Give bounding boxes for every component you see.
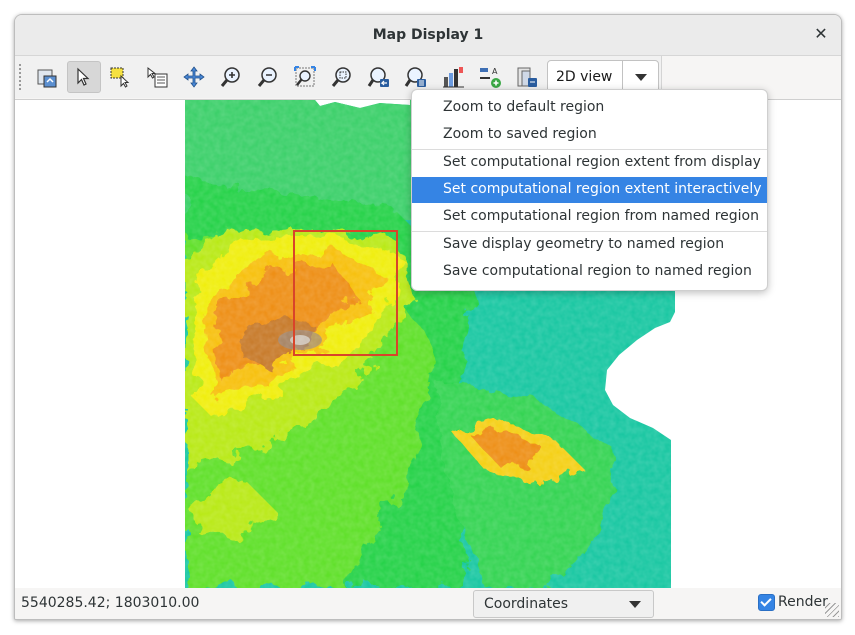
svg-text:A: A [492, 67, 498, 76]
zoom-back-icon[interactable] [363, 62, 395, 92]
chevron-down-icon[interactable] [622, 61, 658, 93]
menu-item-label: Save display geometry to named region [443, 236, 725, 252]
query-icon[interactable] [141, 62, 173, 92]
menu-item-label: Zoom to saved region [443, 126, 597, 142]
save-image-icon[interactable] [511, 62, 543, 92]
menu-item-save-computational-region[interactable]: Save computational region to named regio… [412, 259, 767, 285]
pointer-icon[interactable] [67, 61, 101, 93]
map-display-window: Map Display 1 ✕ [14, 14, 842, 620]
select-icon[interactable] [104, 62, 136, 92]
zoom-interactive-icon[interactable] [326, 62, 358, 92]
menu-item-set-region-from-named[interactable]: Set computational region from named regi… [412, 204, 767, 230]
menu-separator [412, 149, 767, 150]
zoom-extent-icon[interactable] [289, 62, 321, 92]
status-bar: 5540285.42; 1803010.00 Coordinates Rende… [15, 588, 841, 619]
decoration-icon[interactable]: A [474, 62, 506, 92]
menu-separator [412, 231, 767, 232]
zoom-in-icon[interactable] [215, 62, 247, 92]
zoom-menu-icon[interactable] [400, 62, 432, 92]
view-mode-select[interactable]: 2D view [547, 60, 659, 94]
zoom-out-icon[interactable] [252, 62, 284, 92]
statusbar-mode-select[interactable]: Coordinates [473, 590, 654, 618]
analyze-icon[interactable] [437, 62, 469, 92]
menu-item-label: Save computational region to named regio… [443, 263, 752, 279]
window-title: Map Display 1 [372, 27, 484, 43]
menu-item-zoom-default-region[interactable]: Zoom to default region [412, 95, 767, 121]
menu-item-label: Set computational region extent from dis… [443, 154, 761, 170]
title-bar[interactable]: Map Display 1 ✕ [15, 15, 841, 56]
resize-grip[interactable] [825, 603, 839, 617]
statusbar-mode-label: Coordinates [484, 596, 569, 612]
zoom-region-menu: Zoom to default region Zoom to saved reg… [411, 89, 768, 291]
toolbar-grip[interactable] [19, 64, 23, 90]
menu-item-label: Zoom to default region [443, 99, 605, 115]
menu-item-set-region-from-display[interactable]: Set computational region extent from dis… [412, 150, 767, 176]
menu-item-label: Set computational region extent interact… [443, 181, 762, 197]
render-checkbox[interactable] [758, 594, 775, 611]
coordinates-readout: 5540285.42; 1803010.00 [21, 595, 200, 611]
close-icon[interactable]: ✕ [814, 24, 828, 43]
render-label: Render [778, 594, 828, 610]
menu-item-set-region-interactively[interactable]: Set computational region extent interact… [412, 177, 767, 203]
display-map-icon[interactable] [31, 62, 63, 92]
menu-item-zoom-saved-region[interactable]: Zoom to saved region [412, 122, 767, 148]
map-canvas[interactable] [15, 99, 841, 589]
view-mode-label: 2D view [556, 69, 613, 85]
pan-icon[interactable] [178, 62, 210, 92]
chevron-down-icon[interactable] [629, 601, 641, 608]
menu-item-save-display-geometry[interactable]: Save display geometry to named region [412, 232, 767, 258]
elevation-map [185, 100, 675, 588]
computational-region-box [293, 230, 398, 356]
menu-item-label: Set computational region from named regi… [443, 208, 759, 224]
